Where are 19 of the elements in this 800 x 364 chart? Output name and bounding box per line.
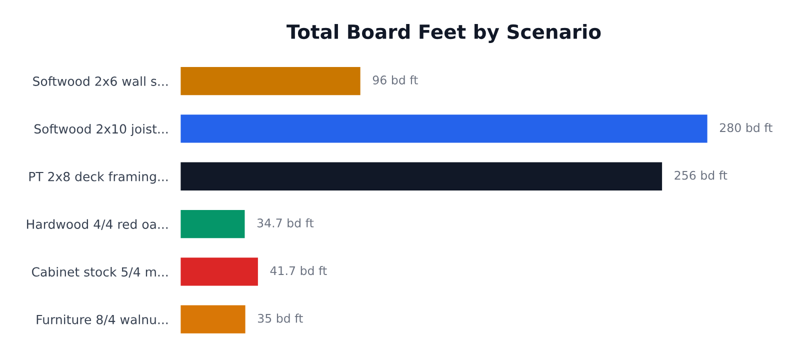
y-tick-label: Furniture 8/4 walnu... (36, 314, 168, 326)
y-tick-label: Softwood 2x10 joist... (34, 124, 168, 136)
y-tick-label: Softwood 2x6 wall s... (33, 76, 168, 86)
data-label: 256 bd ft (674, 170, 728, 180)
bar (180, 66, 362, 97)
y-tick-label: Hardwood 4/4 red oa... (27, 219, 168, 230)
chart-title: Total Board Feet by Scenario (286, 24, 601, 43)
bar (180, 113, 708, 144)
data-label: 34.7 bd ft (257, 218, 314, 228)
bar (180, 304, 247, 335)
data-label: 280 bd ft (720, 122, 772, 132)
y-tick-label: Cabinet stock 5/4 m... (32, 266, 168, 278)
data-label: 96 bd ft (372, 75, 418, 84)
bar (180, 208, 246, 240)
bar (180, 160, 664, 192)
data-label: 41.7 bd ft (270, 266, 327, 276)
bar (180, 256, 260, 288)
data-label: 35 bd ft (258, 314, 303, 323)
y-tick-label: PT 2x8 deck framing... (29, 172, 168, 184)
